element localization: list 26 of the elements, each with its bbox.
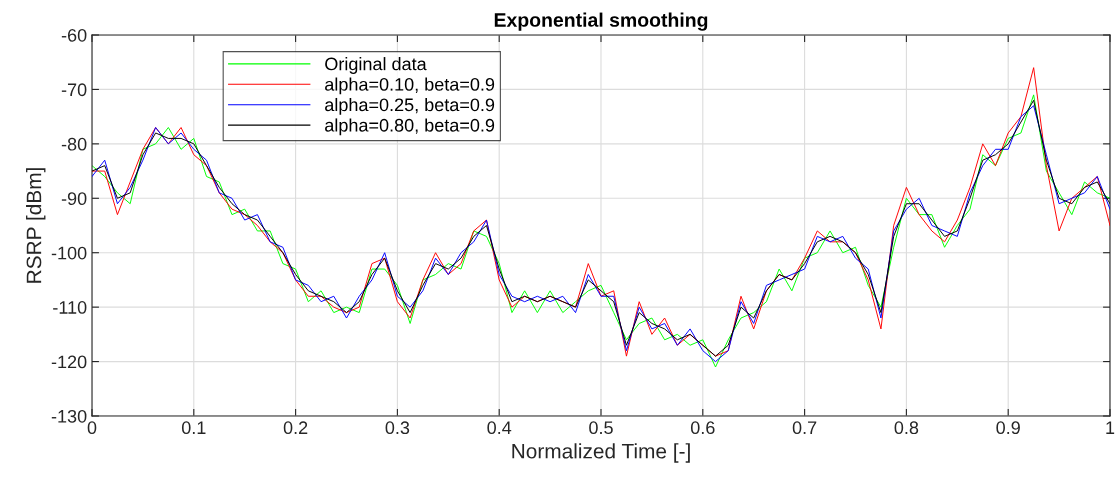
- legend-label: alpha=0.80, beta=0.9: [325, 118, 495, 136]
- x-axis-title: Normalized Time [-]: [512, 443, 690, 463]
- x-tick-label: 0.4: [487, 421, 512, 435]
- x-tick-label: 0: [87, 421, 97, 435]
- x-tick-label: 0.2: [283, 421, 308, 435]
- legend-label: alpha=0.25, beta=0.9: [325, 97, 495, 115]
- y-tick-label: -100: [51, 246, 87, 260]
- x-tick-label: 0.3: [385, 421, 410, 435]
- y-tick-label: -90: [61, 192, 87, 206]
- x-tick-label: 0.5: [589, 421, 613, 435]
- y-tick-label: -130: [51, 409, 87, 423]
- x-tick-label: 0.1: [181, 421, 206, 435]
- x-tick-label: 0.6: [690, 421, 715, 435]
- y-tick-label: -70: [61, 83, 87, 97]
- y-tick-label: -120: [51, 355, 87, 369]
- legend-label: Original data: [325, 57, 427, 74]
- x-tick-label: 0.7: [792, 421, 817, 435]
- y-axis-title: RSRP [dBm]: [26, 168, 46, 283]
- x-tick-label: 0.9: [996, 421, 1020, 435]
- x-tick-label: 0.8: [894, 421, 919, 435]
- chart-title: Exponential smoothing: [494, 12, 708, 31]
- y-tick-label: -110: [53, 301, 87, 314]
- y-tick-label: -60: [61, 28, 87, 42]
- x-tick-label: 1: [1106, 421, 1115, 434]
- y-tick-label: -80: [61, 137, 87, 151]
- legend-label: alpha=0.10, beta=0.9: [325, 77, 495, 95]
